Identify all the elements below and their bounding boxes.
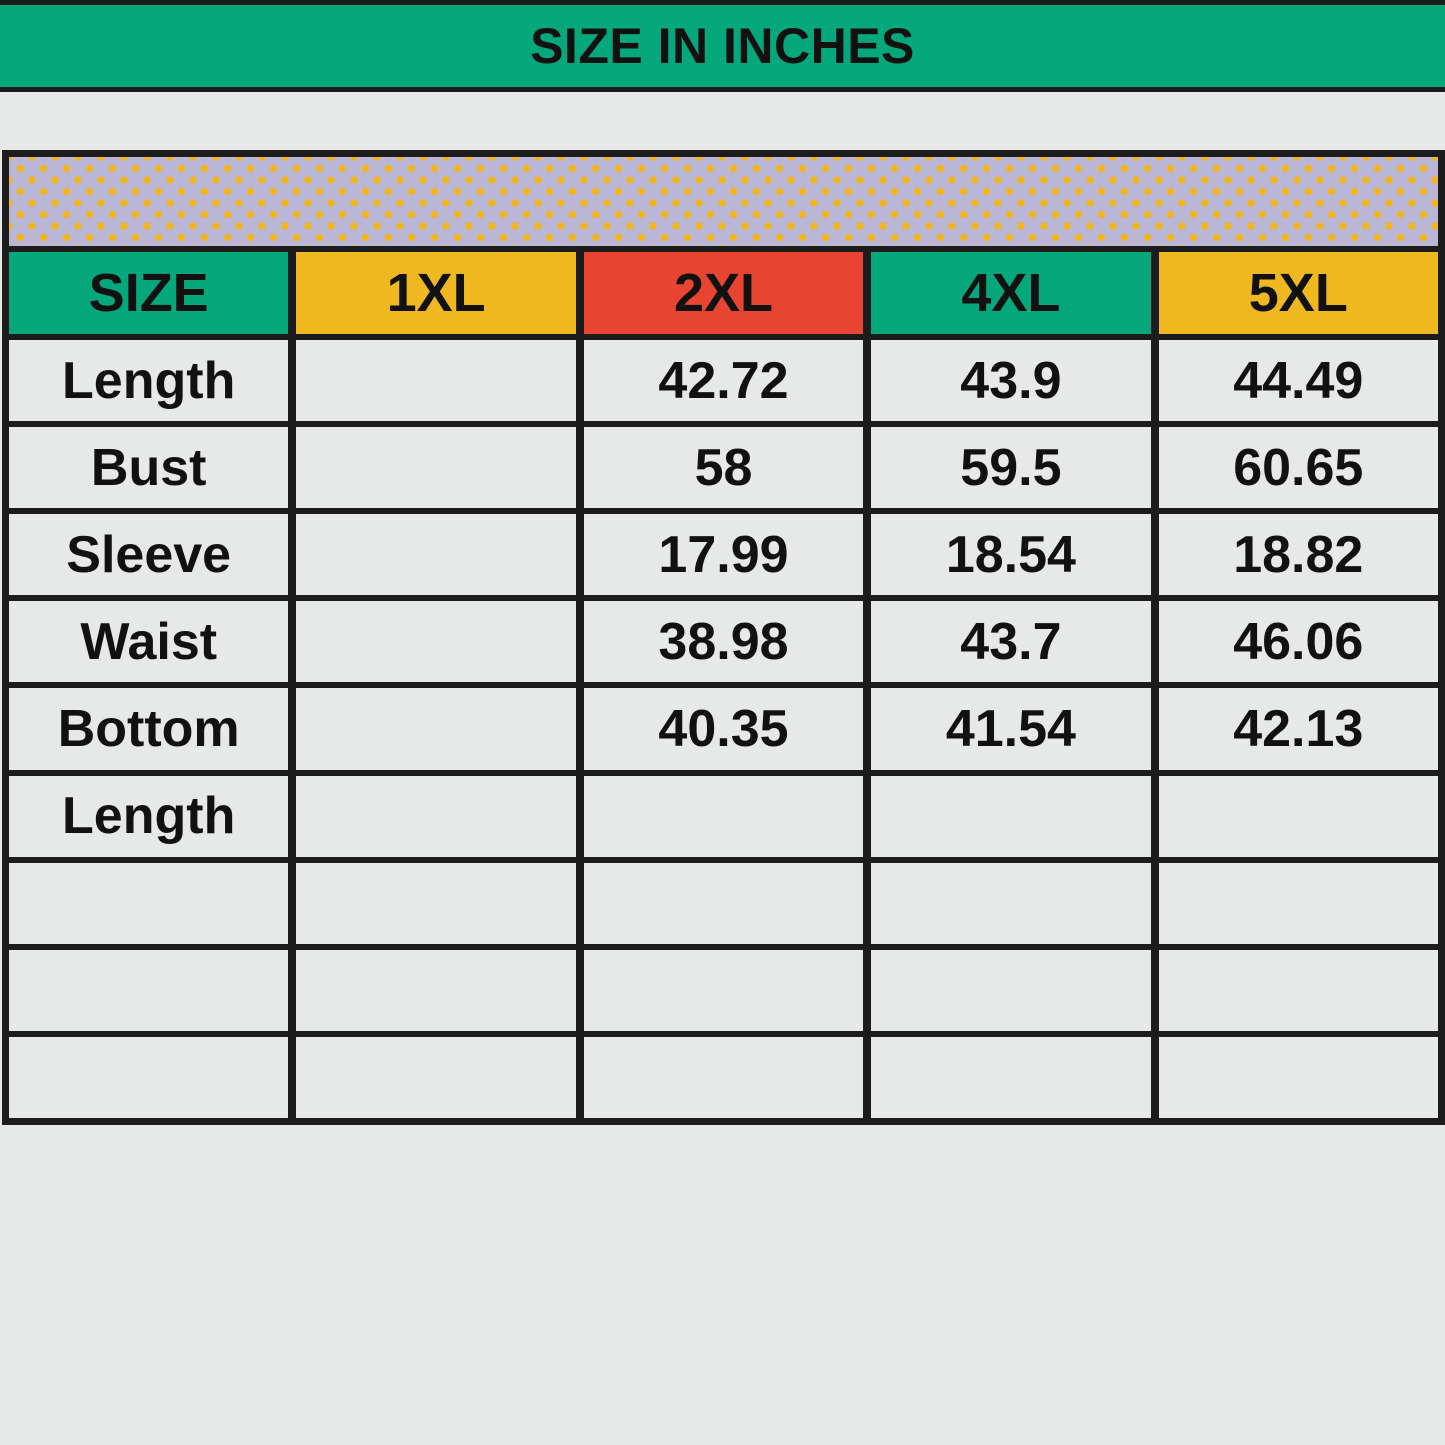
table-cell <box>583 862 864 944</box>
table-cell <box>296 514 576 596</box>
row-label: Waist <box>9 601 289 683</box>
table-cell <box>583 775 864 857</box>
table-cell: 41.54 <box>871 688 1151 770</box>
table-cell <box>296 427 576 509</box>
table-cell: 43.9 <box>871 340 1151 422</box>
table-cell: 40.35 <box>583 688 864 770</box>
table-cell <box>296 775 576 857</box>
table-cell <box>296 340 576 422</box>
chart-title: SIZE IN INCHES <box>530 18 915 74</box>
header-cell-size: SIZE <box>9 252 289 334</box>
table-cell: 46.06 <box>1158 601 1438 683</box>
table-cell <box>871 1036 1151 1118</box>
row-label: Bottom <box>9 688 289 770</box>
table-cell: 17.99 <box>583 514 864 596</box>
table-cell <box>1158 949 1438 1031</box>
table-cell: 59.5 <box>871 427 1151 509</box>
dotted-pattern-banner <box>9 157 1438 246</box>
table-cell <box>871 862 1151 944</box>
row-label: Length <box>9 340 289 422</box>
row-label <box>9 1036 289 1118</box>
table-cell <box>296 688 576 770</box>
header-cell-4xl: 4XL <box>871 252 1151 334</box>
table-cell: 58 <box>583 427 864 509</box>
table-cell <box>583 949 864 1031</box>
row-label <box>9 862 289 944</box>
table-cell <box>296 862 576 944</box>
row-label: Sleeve <box>9 514 289 596</box>
table-cell <box>871 775 1151 857</box>
row-label <box>9 949 289 1031</box>
header-cell-1xl: 1XL <box>296 252 576 334</box>
table-cell <box>296 949 576 1031</box>
table-cell <box>1158 1036 1438 1118</box>
table-cell <box>296 601 576 683</box>
table-cell: 38.98 <box>583 601 864 683</box>
table-cell: 42.13 <box>1158 688 1438 770</box>
table-cell: 42.72 <box>583 340 864 422</box>
table-cell <box>296 1036 576 1118</box>
row-label: Length <box>9 775 289 857</box>
size-table: SIZE 1XL 2XL 4XL 5XL Length 42.72 43.9 44.49 Bust… <box>2 150 1445 1125</box>
table-cell: 18.54 <box>871 514 1151 596</box>
header-cell-5xl: 5XL <box>1158 252 1438 334</box>
table-cell <box>1158 775 1438 857</box>
table-cell: 18.82 <box>1158 514 1438 596</box>
title-bar: SIZE IN INCHES <box>0 0 1445 92</box>
table-cell: 60.65 <box>1158 427 1438 509</box>
table-cell: 44.49 <box>1158 340 1438 422</box>
table-cell: 43.7 <box>871 601 1151 683</box>
header-cell-2xl: 2XL <box>583 252 864 334</box>
table-cell <box>583 1036 864 1118</box>
table-cell <box>1158 862 1438 944</box>
row-label: Bust <box>9 427 289 509</box>
table-cell <box>871 949 1151 1031</box>
